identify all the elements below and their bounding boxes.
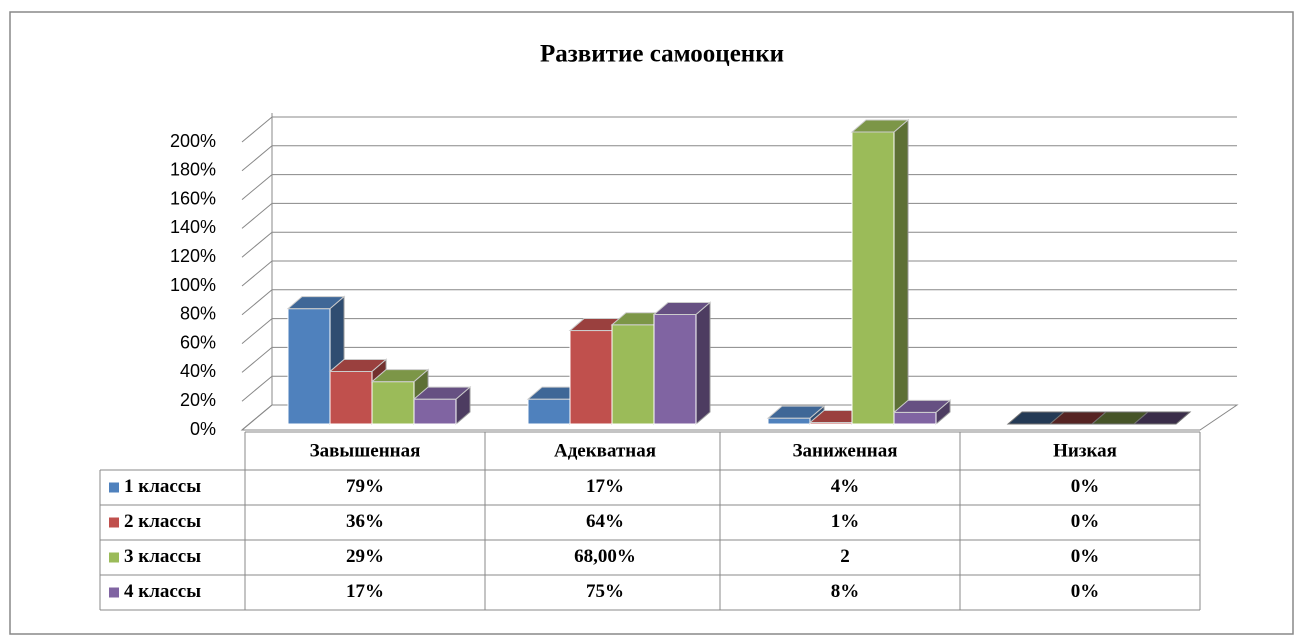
y-tick-label: 180% — [170, 160, 216, 180]
legend-key — [109, 517, 119, 528]
bar-front — [329, 370, 373, 425]
y-tick-label: 60% — [180, 332, 216, 352]
bar-front — [893, 411, 937, 425]
bar-front — [611, 324, 655, 425]
bar — [652, 301, 712, 426]
grid-line — [241, 289, 1237, 316]
legend-label: 3 классы — [124, 546, 201, 567]
bar — [412, 386, 472, 426]
data-label: 17% — [346, 581, 384, 602]
data-label: 8% — [831, 581, 860, 602]
bar-top — [328, 358, 388, 372]
grid-line — [241, 375, 1237, 402]
bar-top — [1132, 411, 1192, 425]
data-label: 68,00% — [574, 546, 636, 567]
bar — [766, 405, 826, 426]
x-tick-label: Заниженная — [792, 440, 897, 461]
y-tick-label: 80% — [180, 304, 216, 324]
bar-front — [287, 308, 331, 425]
data-label: 1% — [831, 511, 860, 532]
bar — [850, 118, 910, 426]
data-label: 36% — [346, 511, 384, 532]
bar-front — [569, 330, 613, 425]
bar — [1132, 411, 1192, 425]
y-tick-label: 100% — [170, 275, 216, 295]
grid-line — [241, 145, 1237, 172]
data-label: 64% — [586, 511, 624, 532]
bar-front — [653, 314, 697, 425]
bar-top — [652, 302, 712, 315]
bar-top — [892, 399, 952, 413]
y-tick-label: 20% — [180, 390, 216, 410]
chart-title: Развитие самооценки — [540, 41, 784, 68]
legend-key — [109, 552, 119, 563]
bar-top — [412, 386, 472, 400]
bar-front — [371, 381, 415, 425]
bar-front — [851, 131, 895, 425]
y-tick-label: 120% — [170, 246, 216, 266]
grid-line — [241, 202, 1237, 229]
data-label: 75% — [586, 581, 624, 602]
bar-front — [767, 417, 811, 425]
data-label: 0% — [1071, 511, 1100, 532]
x-tick-label: Адекватная — [554, 440, 656, 461]
bar — [370, 368, 430, 426]
y-tick-label: 140% — [170, 217, 216, 237]
legend-label: 1 классы — [124, 476, 201, 497]
x-tick-label: Завышенная — [310, 440, 421, 461]
legend-label: 4 классы — [124, 581, 201, 602]
y-tick-label: 0% — [190, 419, 216, 439]
data-label: 17% — [586, 476, 624, 497]
grid-line — [241, 318, 1237, 344]
bar-top — [850, 119, 910, 133]
bar — [892, 399, 952, 426]
grid-line — [241, 231, 1237, 258]
bar-top — [286, 296, 346, 310]
grid-line — [241, 116, 1237, 143]
data-label: 0% — [1071, 476, 1100, 497]
legend-key — [109, 482, 119, 493]
bar-front — [413, 398, 457, 425]
bar-side — [695, 301, 711, 426]
data-label: 29% — [346, 546, 384, 567]
grid-line — [241, 346, 1237, 373]
grid-line — [241, 260, 1237, 287]
data-label: 0% — [1071, 581, 1100, 602]
bar-front — [527, 398, 571, 425]
bar-top — [766, 405, 826, 419]
grid-line — [241, 174, 1237, 200]
data-label: 79% — [346, 476, 384, 497]
bar-side — [893, 118, 909, 426]
y-tick-label: 40% — [180, 361, 216, 381]
y-tick-label: 160% — [170, 188, 216, 208]
data-label: 0% — [1071, 546, 1100, 567]
legend-label: 2 классы — [124, 511, 201, 532]
y-tick-label: 200% — [170, 131, 216, 151]
bar-top — [370, 369, 430, 383]
data-label: 4% — [831, 476, 860, 497]
legend-key — [109, 587, 119, 598]
data-label: 2 — [840, 546, 850, 567]
x-tick-label: Низкая — [1053, 440, 1117, 461]
